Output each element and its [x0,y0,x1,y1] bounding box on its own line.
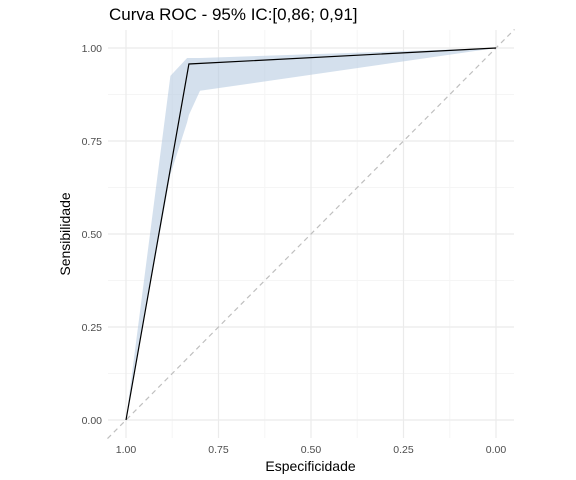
x-axis-ticks: 1.00 0.75 0.50 0.25 0.00 [116,444,507,456]
y-tick-label: 1.00 [82,43,103,55]
reference-diagonal-line [107,28,515,440]
roc-curve-line [125,47,497,421]
grid [108,30,514,438]
chart-title: Curva ROC - 95% IC:[0,86; 0,91] [109,5,358,24]
y-tick-label: 0.25 [82,322,103,334]
y-tick-label: 0.00 [82,415,103,427]
x-tick-label: 0.50 [301,444,322,456]
x-tick-label: 0.25 [393,444,414,456]
x-tick-label: 0.00 [486,444,507,456]
y-axis-ticks: 0.00 0.25 0.50 0.75 1.00 [82,43,103,427]
y-tick-label: 0.50 [82,229,103,241]
x-axis-title: Especificidade [265,458,355,474]
y-tick-label: 0.75 [82,136,103,148]
x-tick-label: 0.75 [208,444,229,456]
y-axis-title: Sensibilidade [57,192,73,275]
x-tick-label: 1.00 [116,444,137,456]
